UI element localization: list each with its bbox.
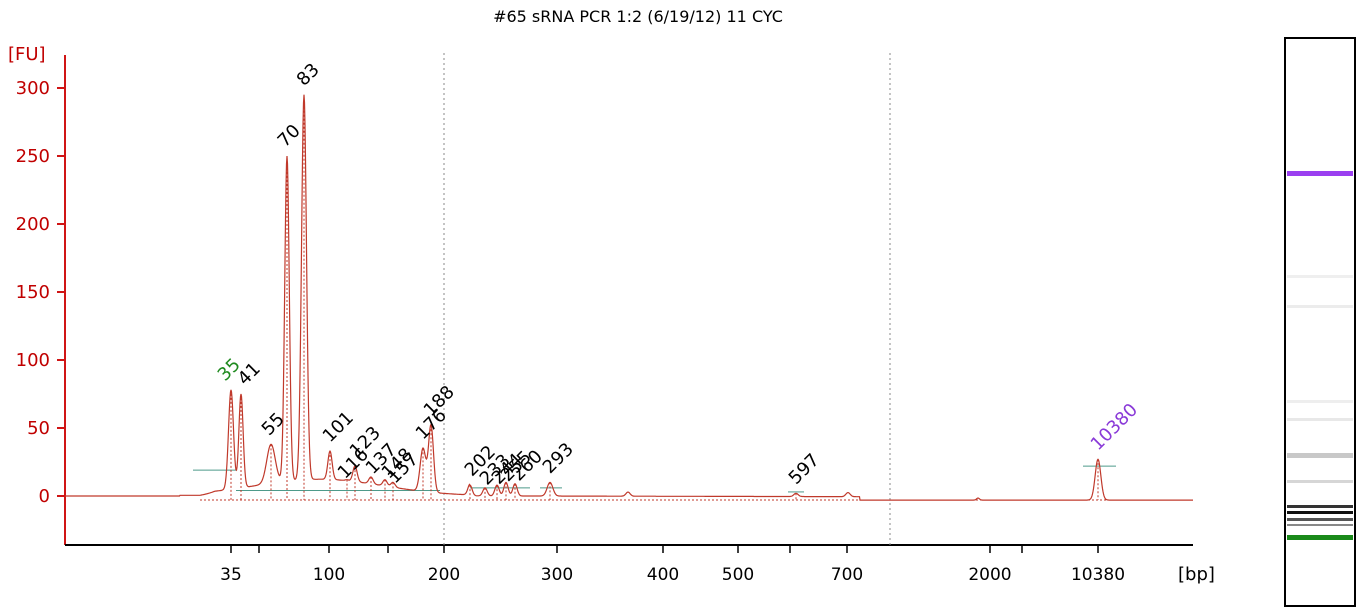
y-tick-label: 300 [16,78,50,99]
peak-droplines [200,94,1193,501]
y-tick-label: 200 [16,214,50,235]
gel-band [1287,418,1353,421]
gel-band [1287,305,1353,308]
trace-line [65,94,1193,501]
peak-label: 597 [785,450,824,489]
y-tick-label: 50 [27,418,50,439]
peak-label: 10380 [1087,399,1142,454]
x-tick-label: 500 [722,565,754,585]
x-tick-label: 700 [831,565,863,585]
gel-lower-marker-band [1287,535,1353,540]
y-tick-label: 150 [16,282,50,303]
y-tick-label: 0 [39,486,50,507]
y-ticks: 0 50 100 150 200 250 300 [16,78,65,507]
peak-labels: 3541557083101116123137148157176188202233… [214,59,1142,489]
peak-label: 293 [539,439,578,478]
gel-band [1287,524,1353,526]
gel-band [1287,453,1353,458]
x-tick-label: 100 [313,565,345,585]
peak-label: 70 [274,120,305,151]
gel-band [1287,275,1353,278]
y-axis-unit: [FU] [8,44,46,65]
peak-label: 55 [258,409,289,440]
gel-band [1287,511,1353,514]
x-ticks: 35 100 200 300 400 500 700 2000 10380 [220,545,1125,585]
x-tick-label: 2000 [968,565,1011,585]
gel-band [1287,480,1353,483]
gel-band [1287,505,1353,508]
gel-band [1287,400,1353,403]
x-tick-label: 300 [541,565,573,585]
x-tick-label: 400 [647,565,679,585]
x-tick-label: 200 [428,565,460,585]
peak-label: 83 [293,59,324,90]
y-tick-label: 250 [16,146,50,167]
x-axis-unit: [bp] [1178,564,1215,585]
gel-upper-marker-band [1287,171,1353,176]
chart-title: #65 sRNA PCR 1:2 (6/19/12) 11 CYC [493,7,783,26]
x-tick-label: 10380 [1071,565,1125,585]
gel-image [1284,37,1356,607]
gel-band [1287,518,1353,521]
x-tick-label: 35 [220,565,242,585]
peak-baselines [193,465,1116,493]
y-tick-label: 100 [16,350,50,371]
